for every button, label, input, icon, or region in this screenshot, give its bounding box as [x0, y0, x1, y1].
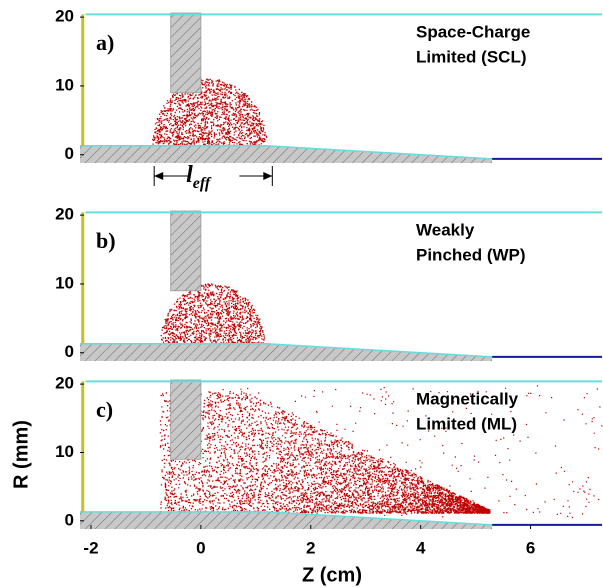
panel-label: a): [96, 30, 114, 55]
x-axis-label: Z (cm): [302, 564, 362, 586]
y-tick-label: 0: [65, 144, 74, 163]
x-tick-label: -2: [83, 538, 98, 557]
anode-edge: [80, 145, 493, 160]
y-axis-label: R (mm): [10, 420, 32, 489]
y-tick-label: 10: [55, 75, 74, 94]
annotation: Weakly: [416, 220, 475, 239]
anode: [80, 511, 493, 529]
annotation: Pinched (WP): [416, 245, 526, 264]
panel-label: b): [96, 228, 116, 253]
anode: [80, 145, 493, 163]
y-tick-label: 20: [55, 7, 74, 26]
y-tick-label: 10: [55, 273, 74, 292]
panel: 0 10 20 b) Weakly Pinched (WP): [55, 205, 602, 361]
leff-subscript: eff: [193, 175, 212, 192]
particles: [152, 78, 268, 148]
particles: [160, 283, 266, 345]
particles: [159, 385, 603, 519]
annotation: Space-Charge: [416, 22, 530, 41]
x-tick-label: 6: [526, 538, 535, 557]
annotation: Limited (ML): [416, 414, 517, 433]
y-tick-label: 20: [55, 374, 74, 393]
cathode: [170, 379, 202, 460]
panel-label: c): [96, 397, 113, 422]
x-tick-label: 2: [306, 538, 315, 557]
arrow-head: [154, 172, 164, 180]
x-tick-label: 4: [416, 538, 426, 557]
annotation: Limited (SCL): [416, 47, 527, 66]
leff-symbol: l: [186, 162, 193, 188]
y-tick-label: 10: [55, 442, 74, 461]
annotation: Magnetically: [416, 389, 519, 408]
x-tick-label: 0: [196, 538, 205, 557]
panel: 0 10 20 a) Space-Charge Limited (SCL) leff: [55, 7, 602, 192]
anode: [80, 343, 493, 361]
anode-edge: [80, 343, 493, 358]
panel: 0 10 20 c) Magnetically Limited (ML) -2 0 2 4 6 Z (…: [10, 374, 603, 586]
y-tick-label: 20: [55, 205, 74, 224]
cathode: [170, 12, 202, 94]
arrow-head: [263, 172, 273, 180]
y-tick-label: 0: [65, 510, 74, 529]
cathode: [170, 210, 202, 292]
leff-label: leff: [186, 162, 212, 192]
y-tick-label: 0: [65, 342, 74, 361]
anode-edge: [80, 511, 493, 526]
